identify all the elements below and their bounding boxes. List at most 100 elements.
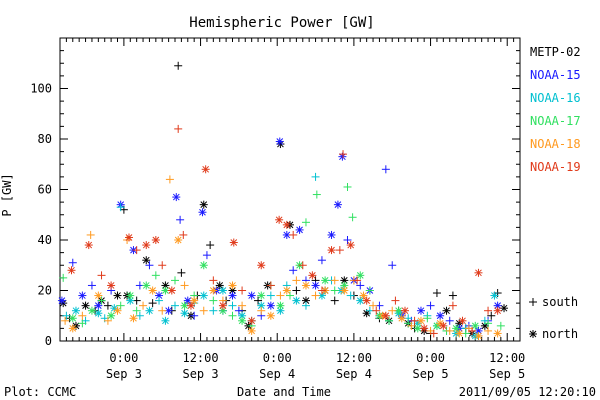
data-point-north <box>442 306 451 315</box>
data-point-north <box>198 208 207 217</box>
data-point-north <box>397 314 406 323</box>
data-point-north <box>164 306 173 315</box>
data-point-south <box>179 230 188 239</box>
data-point-north <box>87 306 96 315</box>
data-point-north <box>321 276 330 285</box>
data-point-north <box>68 324 77 333</box>
data-point-south <box>356 281 365 290</box>
data-point-south <box>132 246 141 255</box>
data-point-south <box>62 311 71 320</box>
data-point-south <box>158 261 167 270</box>
data-point-north <box>292 296 301 305</box>
data-point-north <box>276 306 285 315</box>
data-point-north <box>161 316 170 325</box>
data-point-south <box>266 291 275 300</box>
data-point-south <box>346 291 355 300</box>
data-point-south <box>190 311 199 320</box>
data-point-south <box>174 61 183 70</box>
data-point-north <box>183 296 192 305</box>
data-point-north <box>247 326 256 335</box>
data-point-south <box>289 230 298 239</box>
data-point-south <box>426 301 435 310</box>
data-point-south <box>330 286 339 295</box>
data-point-south <box>388 261 397 270</box>
marker-legend: south north <box>529 295 578 341</box>
data-point-north <box>276 301 285 310</box>
data-point-north <box>113 306 122 315</box>
marker-legend-plus-icon <box>529 298 537 306</box>
data-point-north <box>201 165 210 174</box>
data-point-north <box>493 329 502 338</box>
data-point-north <box>247 316 256 325</box>
data-point-south <box>484 319 493 328</box>
x-axis-label: Date and Time <box>237 385 331 399</box>
x-tick-time-label: 12:00 <box>336 351 372 365</box>
data-point-north <box>107 311 116 320</box>
data-point-north <box>327 230 336 239</box>
footer-plot-source: Plot: CCMC <box>4 385 76 399</box>
data-point-south <box>266 281 275 290</box>
data-point-south <box>116 301 125 310</box>
legend-entry: NOAA-17 <box>530 114 581 128</box>
data-point-north <box>416 306 425 315</box>
data-point-north <box>381 311 390 320</box>
data-points <box>57 61 509 340</box>
x-tick-time-label: 0:00 <box>109 351 138 365</box>
data-point-south <box>301 218 310 227</box>
data-point-south <box>330 296 339 305</box>
y-axis-label: P [GW] <box>0 173 14 216</box>
data-point-north <box>275 215 284 224</box>
data-point-north <box>458 316 467 325</box>
data-point-south <box>202 251 211 260</box>
data-point-south <box>238 286 247 295</box>
data-point-north <box>490 291 499 300</box>
data-point-north <box>338 152 347 161</box>
data-point-north <box>455 329 464 338</box>
data-point-north <box>67 266 76 275</box>
data-point-north <box>295 225 304 234</box>
data-point-south <box>61 316 70 325</box>
data-point-south <box>103 316 112 325</box>
data-point-north <box>346 241 355 250</box>
data-point-south <box>86 230 95 239</box>
data-point-south <box>132 306 141 315</box>
data-point-north <box>107 281 116 290</box>
data-point-north <box>356 271 365 280</box>
data-point-north <box>257 291 266 300</box>
data-point-south <box>432 289 441 298</box>
data-point-south <box>487 311 496 320</box>
data-point-north <box>145 306 154 315</box>
data-point-north <box>340 276 349 285</box>
x-tick-date-label: Sep 5 <box>489 367 525 381</box>
data-point-north <box>359 291 368 300</box>
data-point-south <box>369 301 378 310</box>
chart-title: Hemispheric Power [GW] <box>189 15 374 31</box>
data-point-north <box>301 281 310 290</box>
x-tick-date-label: Sep 3 <box>182 367 218 381</box>
data-point-north <box>333 200 342 209</box>
data-point-north <box>311 281 320 290</box>
data-point-north <box>362 296 371 305</box>
data-point-north <box>113 291 122 300</box>
data-point-north <box>471 321 480 330</box>
data-point-south <box>97 271 106 280</box>
legend-entry: METP-02 <box>530 45 581 59</box>
data-point-north <box>436 311 445 320</box>
x-tick-date-label: Sep 4 <box>259 367 295 381</box>
y-tick-label: 80 <box>38 132 52 146</box>
data-point-north <box>282 286 291 295</box>
data-point-north <box>266 301 275 310</box>
data-point-north <box>125 233 133 242</box>
data-point-south <box>372 306 381 315</box>
data-point-north <box>209 286 218 295</box>
data-point-north <box>180 309 189 318</box>
data-point-north <box>142 281 151 290</box>
data-point-south <box>484 306 493 315</box>
x-tick-date-label: Sep 5 <box>412 367 448 381</box>
data-point-south <box>312 190 321 199</box>
data-point-south <box>59 273 68 282</box>
footer-timestamp: 2011/09/05 12:20:10 <box>459 385 596 399</box>
data-point-south <box>171 301 179 310</box>
data-point-north <box>474 268 483 277</box>
